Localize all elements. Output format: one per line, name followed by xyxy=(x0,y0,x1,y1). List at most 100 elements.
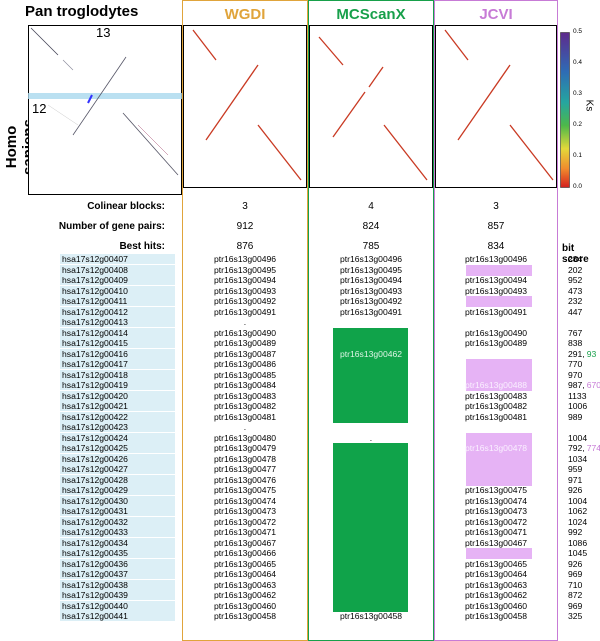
jcvi-missing-fill xyxy=(466,369,532,381)
colorbar-tick: 0.0 xyxy=(573,183,583,190)
jcvi-hit: ptr16s13g00467 xyxy=(464,537,528,548)
mcscanx-hit xyxy=(308,517,434,527)
mcscanx-missing-fill xyxy=(333,453,408,465)
overview-frame xyxy=(28,25,182,195)
wgdi-blocks: 3 xyxy=(242,201,248,212)
wgdi-hit: . xyxy=(243,317,247,327)
overview-line-3 xyxy=(72,56,127,136)
gene-row-label: hsa17s12g00411 xyxy=(60,296,175,306)
mcscanx-missing-fill xyxy=(333,590,408,602)
wgdi-block-1 xyxy=(192,29,217,61)
wgdi-hit: ptr16s13g00479 xyxy=(213,443,277,453)
bit-score-value: 232 xyxy=(568,296,583,306)
jcvi-hit: ptr16s13g00474 xyxy=(464,495,528,506)
gene-row-label: hsa17s12g00421 xyxy=(60,401,175,411)
gene-row-label: hsa17s12g00441 xyxy=(60,611,175,621)
jcvi-missing-fill xyxy=(466,432,532,444)
bit-score-value: 202 xyxy=(568,264,583,275)
wgdi-hit: ptr16s13g00484 xyxy=(213,380,277,390)
bit-score: 202 xyxy=(568,265,582,275)
mcscanx-hit xyxy=(308,338,434,348)
wgdi-hit: ptr16s13g00471 xyxy=(213,527,277,537)
jcvi-hit xyxy=(434,359,558,369)
jcvi-hit xyxy=(434,265,558,275)
bit-score-value: 959 xyxy=(568,464,583,474)
wgdi-hit: ptr16s13g00490 xyxy=(213,327,277,338)
colorbar-label: Ks xyxy=(583,99,595,112)
jcvi-hit: ptr16s13g00491 xyxy=(464,306,528,317)
mcscanx-block-3 xyxy=(332,91,366,138)
jcvi-hit: ptr16s13g00483 xyxy=(464,390,528,401)
wgdi-hit: ptr16s13g00463 xyxy=(213,579,277,590)
mcscanx-hit: ptr16s13g00492 xyxy=(339,296,403,306)
colorbar-tick: 0.2 xyxy=(573,121,583,128)
overview-highlight-band xyxy=(28,93,182,99)
wgdi-hit: ptr16s13g00472 xyxy=(213,516,277,527)
mcscanx-hit xyxy=(308,391,434,401)
jcvi-block-1 xyxy=(444,29,469,61)
gene-row-label: hsa17s12g00422 xyxy=(60,411,175,422)
jcvi-missing-fill xyxy=(466,548,532,560)
bit-score: 872 xyxy=(568,590,582,600)
gene-row-label: hsa17s12g00437 xyxy=(60,569,175,579)
bit-score: 291, 93 xyxy=(568,349,596,359)
jcvi-hit xyxy=(434,454,558,464)
mcscanx-hit xyxy=(308,559,434,569)
wgdi-header: WGDI xyxy=(224,6,266,23)
gene-row-label: hsa17s12g00417 xyxy=(60,359,175,369)
gene-row-label: hsa17s12g00435 xyxy=(60,548,175,558)
gene-row-label: hsa17s12g00434 xyxy=(60,537,175,548)
mcscanx-missing-fill xyxy=(333,369,408,381)
wgdi-hit: ptr16s13g00462 xyxy=(213,590,277,600)
jcvi-hit: ptr16s13g00472 xyxy=(464,516,528,527)
mcscanx-missing-fill xyxy=(333,548,408,560)
jcvi-hit xyxy=(434,464,558,474)
jcvi-hit xyxy=(434,317,558,327)
bit-score-value: 971 xyxy=(568,474,583,485)
mcscanx-block-4 xyxy=(383,124,428,181)
mcscanx-missing-fill xyxy=(333,569,408,581)
bit-score: 447 xyxy=(568,307,582,317)
gene-row-label: hsa17s12g00425 xyxy=(60,443,175,453)
overview-dot-blue xyxy=(87,94,93,104)
bit-score-value: 1004 xyxy=(568,495,588,506)
bit-score-header: bit score xyxy=(562,243,589,265)
bit-score: 970 xyxy=(568,370,582,380)
stat-label-pairs: Number of gene pairs: xyxy=(58,221,165,232)
jcvi-missing-fill xyxy=(466,380,532,392)
mcscanx-missing-fill xyxy=(333,495,408,507)
mcscanx-missing-fill xyxy=(333,401,408,413)
jcvi-block-2 xyxy=(457,64,511,141)
mcscanx-hit xyxy=(308,454,434,464)
mcscanx-missing-fill xyxy=(333,516,408,528)
bit-score: 1004 xyxy=(568,433,587,443)
wgdi-hit: ptr16s13g00496 xyxy=(213,254,277,264)
stat-label-blocks: Colinear blocks: xyxy=(87,201,165,212)
wgdi-hit: ptr16s13g00486 xyxy=(213,359,277,369)
bit-score-value: 970 xyxy=(568,369,583,380)
gene-row-label: hsa17s12g00432 xyxy=(60,516,175,527)
gene-row-label: hsa17s12g00415 xyxy=(60,338,175,348)
jcvi-hit xyxy=(434,433,558,443)
bit-score-value: 987, xyxy=(568,380,585,390)
bit-score: 1004 xyxy=(568,496,587,506)
jcvi-missing-fill xyxy=(466,359,532,371)
jcvi-hit xyxy=(434,475,558,485)
jcvi-missing-fill xyxy=(466,264,532,276)
jcvi-besthits: 834 xyxy=(487,241,505,252)
bit-score: 284 xyxy=(568,254,582,264)
jcvi-hit: ptr16s13g00482 xyxy=(464,401,528,411)
overview-line-5 xyxy=(137,124,169,156)
bit-score: 969 xyxy=(568,569,582,579)
overview-line-1 xyxy=(30,27,59,56)
bit-score: 987, 670 xyxy=(568,380,600,390)
jcvi-hit xyxy=(434,349,558,359)
bit-score-value: 969 xyxy=(568,600,583,611)
gene-row-label: hsa17s12g00429 xyxy=(60,485,175,495)
wgdi-hit: ptr16s13g00467 xyxy=(213,537,277,548)
wgdi-hit: ptr16s13g00493 xyxy=(213,285,277,296)
gene-row-label: hsa17s12g00410 xyxy=(60,285,175,296)
wgdi-hit: ptr16s13g00481 xyxy=(213,411,277,422)
jcvi-hit: ptr16s13g00464 xyxy=(464,569,528,579)
jcvi-dotplot xyxy=(435,25,557,188)
